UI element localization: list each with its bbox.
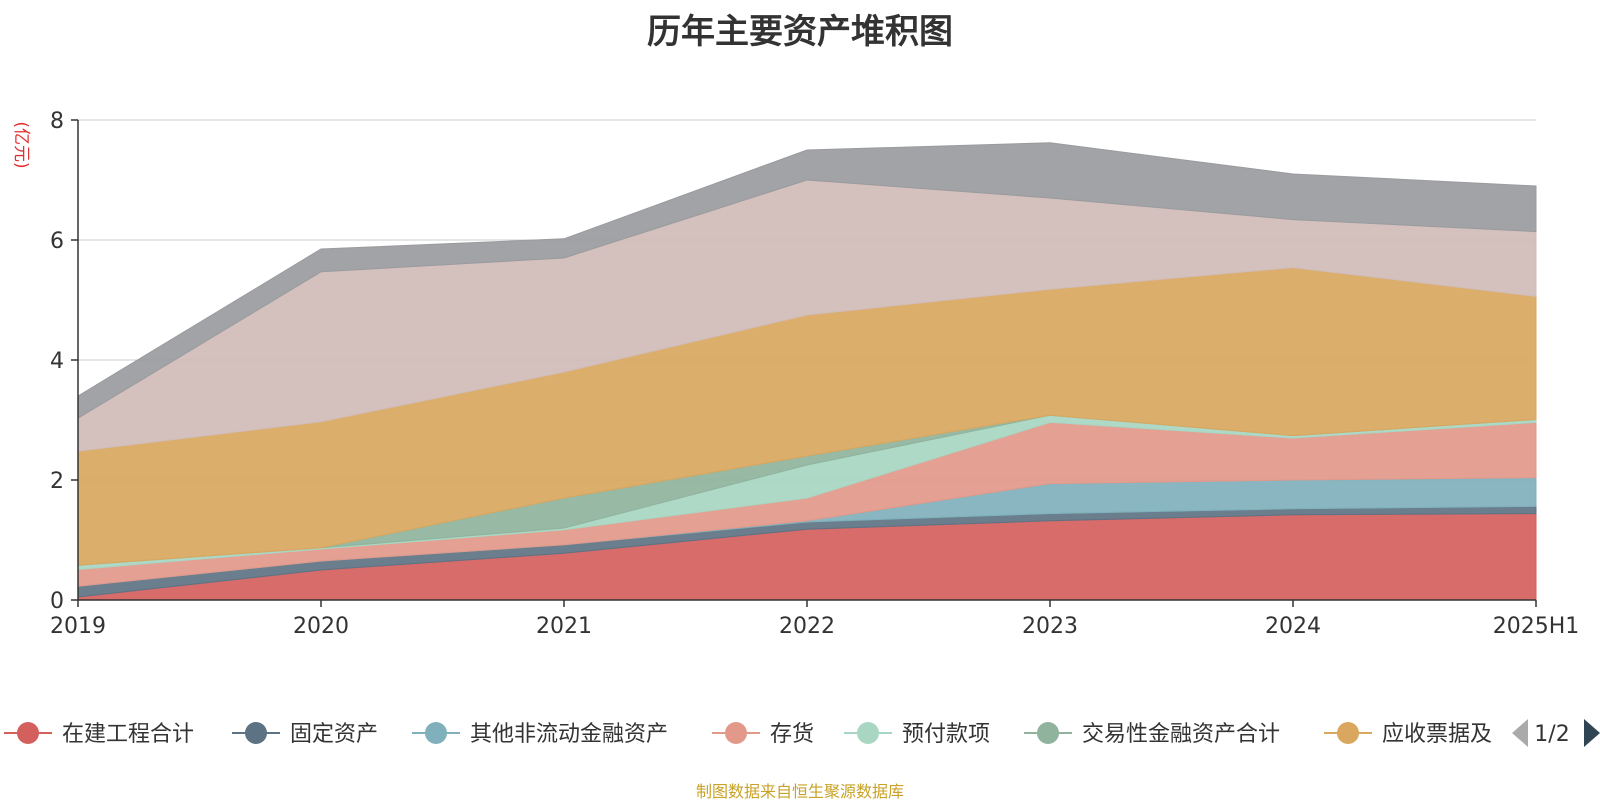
legend-item[interactable]: 应收票据及 bbox=[1324, 722, 1492, 747]
y-tick-label: 4 bbox=[50, 349, 64, 374]
area-series-9 bbox=[77, 142, 1537, 420]
area-series bbox=[77, 142, 1537, 601]
x-tick-label: 2025H1 bbox=[1493, 614, 1580, 639]
x-tick-label: 2020 bbox=[293, 614, 349, 639]
y-tick-label: 2 bbox=[50, 469, 64, 494]
legend-item[interactable]: 固定资产 bbox=[232, 722, 378, 747]
legend-label: 应收票据及 bbox=[1382, 722, 1492, 747]
legend-dot-icon bbox=[725, 722, 747, 744]
y-tick-label: 6 bbox=[50, 229, 64, 254]
chart-title: 历年主要资产堆积图 bbox=[647, 12, 953, 52]
legend-dot-icon bbox=[1337, 722, 1359, 744]
source-note: 制图数据来自恒生聚源数据库 bbox=[695, 782, 904, 801]
legend-item[interactable]: 其他非流动金融资产 bbox=[412, 722, 668, 747]
x-tick-label: 2019 bbox=[50, 614, 106, 639]
legend-item[interactable]: 在建工程合计 bbox=[4, 722, 194, 747]
legend-dot-icon bbox=[245, 722, 267, 744]
x-tick-label: 2021 bbox=[536, 614, 592, 639]
pager-label: 1/2 bbox=[1534, 722, 1569, 747]
legend-dot-icon bbox=[1037, 722, 1059, 744]
legend-pager: 1/2 bbox=[1512, 719, 1600, 747]
x-tick-label: 2023 bbox=[1022, 614, 1078, 639]
legend-label: 其他非流动金融资产 bbox=[470, 722, 668, 747]
legend-dot-icon bbox=[17, 722, 39, 744]
legend-item[interactable]: 交易性金融资产合计 bbox=[1024, 722, 1280, 747]
legend-item[interactable]: 存货 bbox=[712, 722, 814, 747]
legend-label: 交易性金融资产合计 bbox=[1082, 722, 1280, 747]
legend: 在建工程合计 固定资产 其他非流动金融资产 存货 预付款项 交易性金融资产合计 应收票据及 1… bbox=[4, 719, 1600, 747]
legend-label: 在建工程合计 bbox=[62, 722, 194, 747]
legend-dot-icon bbox=[857, 722, 879, 744]
y-tick-label: 0 bbox=[50, 589, 64, 614]
axes: 0 2 4 6 8 2019 2020 2021 2022 2023 2024 2025H1 (亿元) bbox=[11, 109, 1579, 639]
legend-label: 预付款项 bbox=[902, 722, 990, 747]
legend-label: 固定资产 bbox=[290, 722, 378, 747]
y-tick-label: 8 bbox=[50, 109, 64, 134]
x-tick-label: 2022 bbox=[779, 614, 835, 639]
x-tick-label: 2024 bbox=[1265, 614, 1321, 639]
y-axis-unit-label: (亿元) bbox=[11, 121, 31, 168]
legend-item[interactable]: 预付款项 bbox=[844, 722, 990, 747]
legend-label: 存货 bbox=[770, 722, 814, 747]
pager-prev-icon[interactable] bbox=[1512, 719, 1528, 747]
legend-dot-icon bbox=[425, 722, 447, 744]
pager-next-icon[interactable] bbox=[1584, 719, 1600, 747]
